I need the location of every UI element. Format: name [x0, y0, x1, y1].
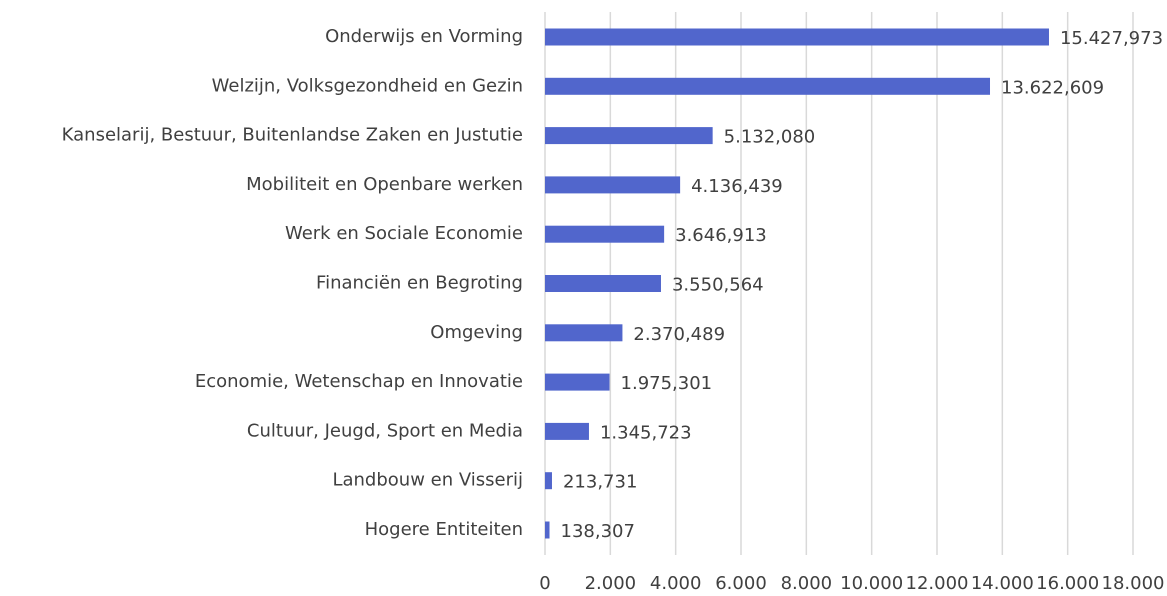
y-tick-label: Economie, Wetenschap en Innovatie — [195, 371, 523, 392]
data-label: 1.975,301 — [621, 373, 713, 394]
x-tick-label: 12.000 — [906, 573, 969, 594]
bar — [545, 472, 552, 490]
x-tick-label: 6.000 — [715, 573, 767, 594]
x-tick-label: 0 — [539, 573, 550, 594]
y-tick-label: Financiën en Begroting — [316, 273, 523, 294]
data-label: 15.427,973 — [1060, 28, 1163, 49]
data-label: 3.550,564 — [672, 275, 764, 296]
bar — [545, 77, 991, 95]
bar — [545, 225, 665, 243]
x-tick-label: 16.000 — [1036, 573, 1099, 594]
x-tick-label: 2.000 — [585, 573, 637, 594]
data-label: 3.646,913 — [675, 225, 767, 246]
x-tick-label: 18.000 — [1102, 573, 1165, 594]
x-tick-label: 8.000 — [781, 573, 833, 594]
y-tick-label: Omgeving — [430, 322, 523, 343]
y-tick-label: Cultuur, Jeugd, Sport en Media — [247, 420, 523, 441]
y-tick-label: Onderwijs en Vorming — [325, 26, 523, 47]
bar — [545, 176, 681, 194]
bar — [545, 521, 550, 539]
data-label: 4.136,439 — [691, 176, 783, 197]
y-tick-label: Kanselarij, Bestuur, Buitenlandse Zaken … — [62, 125, 523, 146]
bar — [545, 127, 713, 145]
data-label: 13.622,609 — [1001, 77, 1104, 98]
data-label: 138,307 — [561, 521, 635, 542]
x-tick-label: 4.000 — [650, 573, 702, 594]
bar — [545, 28, 1049, 46]
y-tick-label: Welzijn, Volksgezondheid en Gezin — [212, 75, 523, 96]
y-tick-label: Hogere Entiteiten — [365, 519, 523, 540]
bar — [545, 422, 589, 440]
data-label: 213,731 — [563, 472, 637, 493]
y-tick-label: Werk en Sociale Economie — [285, 223, 523, 244]
data-label: 2.370,489 — [633, 324, 725, 345]
bar — [545, 324, 623, 342]
bar — [545, 373, 610, 391]
y-tick-label: Landbouw en Visserij — [332, 470, 523, 491]
y-tick-label: Mobiliteit en Openbare werken — [246, 174, 523, 195]
data-label: 1.345,723 — [600, 422, 692, 443]
bar — [545, 275, 661, 292]
x-tick-label: 14.000 — [971, 573, 1034, 594]
data-label: 5.132,080 — [724, 127, 816, 148]
x-tick-label: 10.000 — [840, 573, 903, 594]
